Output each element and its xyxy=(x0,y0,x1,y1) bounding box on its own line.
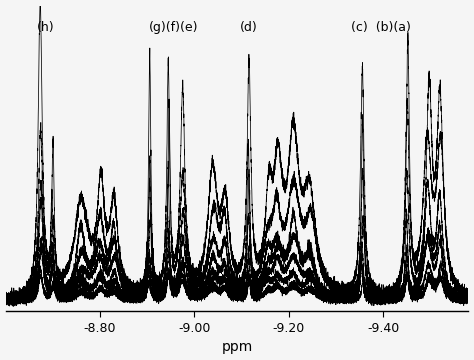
Text: (c)  (b)(a): (c) (b)(a) xyxy=(351,21,411,34)
X-axis label: ppm: ppm xyxy=(221,341,253,355)
Text: (h): (h) xyxy=(37,21,55,34)
Text: (d): (d) xyxy=(240,21,258,34)
Text: (g)(f)(e): (g)(f)(e) xyxy=(148,21,198,34)
